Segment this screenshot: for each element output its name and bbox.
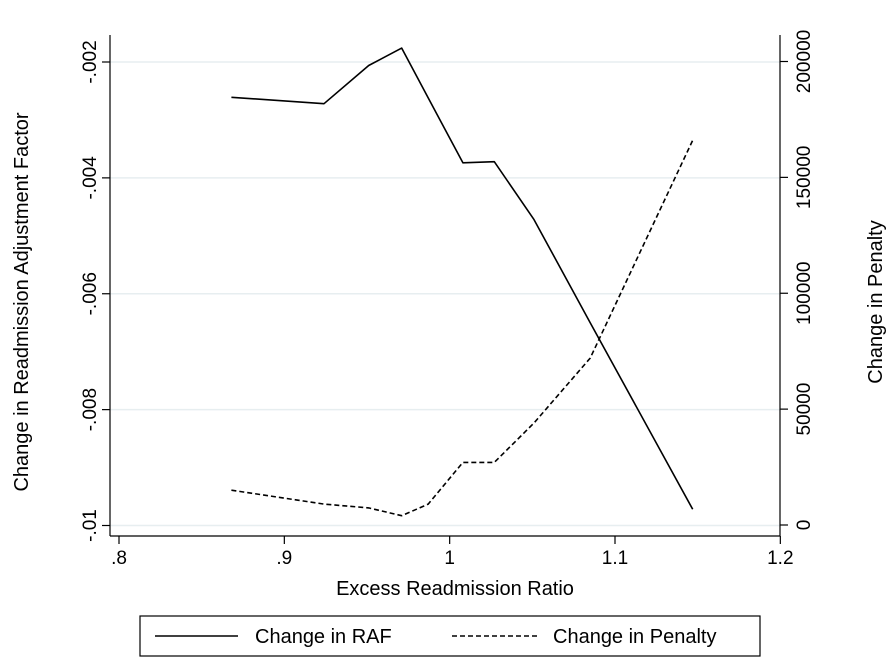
series-line-raf xyxy=(231,47,694,510)
y-left-tick-label-0: -.002 xyxy=(80,40,101,83)
grid-lines xyxy=(110,61,780,527)
y-left-tick-label-4: -.01 xyxy=(80,509,101,542)
series-line-penalty xyxy=(231,139,694,517)
legend: Change in RAF Change in Penalty xyxy=(139,615,761,657)
ticks: .8 .9 1 1.1 1.2 -.002 -.004 -.006 -.008 -.01 0 5000… xyxy=(80,30,815,569)
y-right-tick-label-3: 150000 xyxy=(794,146,815,209)
y-left-tick-label-2: -.006 xyxy=(80,272,101,315)
y-left-tick-label-3: -.008 xyxy=(80,388,101,431)
x-tick-label-1: .9 xyxy=(276,548,292,569)
legend-box xyxy=(139,615,761,657)
x-tick-label-4: 1.2 xyxy=(767,548,793,569)
x-tick-label-0: .8 xyxy=(111,548,127,569)
x-tick-label-3: 1.1 xyxy=(602,548,628,569)
x-axis-title: Excess Readmission Ratio xyxy=(336,578,574,600)
y-right-tick-label-0: 0 xyxy=(794,520,815,531)
y-right-tick-label-2: 100000 xyxy=(794,262,815,325)
axes xyxy=(109,35,781,537)
y-right-tick-label-4: 200000 xyxy=(794,30,815,93)
y-axis-title-left: Change in Readmission Adjustment Factor xyxy=(11,112,33,491)
plot-series xyxy=(231,47,694,517)
y-left-tick-label-1: -.004 xyxy=(80,156,101,200)
legend-label-raf: Change in RAF xyxy=(255,626,392,648)
legend-label-penalty: Change in Penalty xyxy=(553,626,716,648)
x-tick-label-2: 1 xyxy=(444,548,455,569)
y-right-tick-label-1: 50000 xyxy=(794,383,815,436)
y-axis-title-right: Change in Penalty xyxy=(865,220,887,383)
